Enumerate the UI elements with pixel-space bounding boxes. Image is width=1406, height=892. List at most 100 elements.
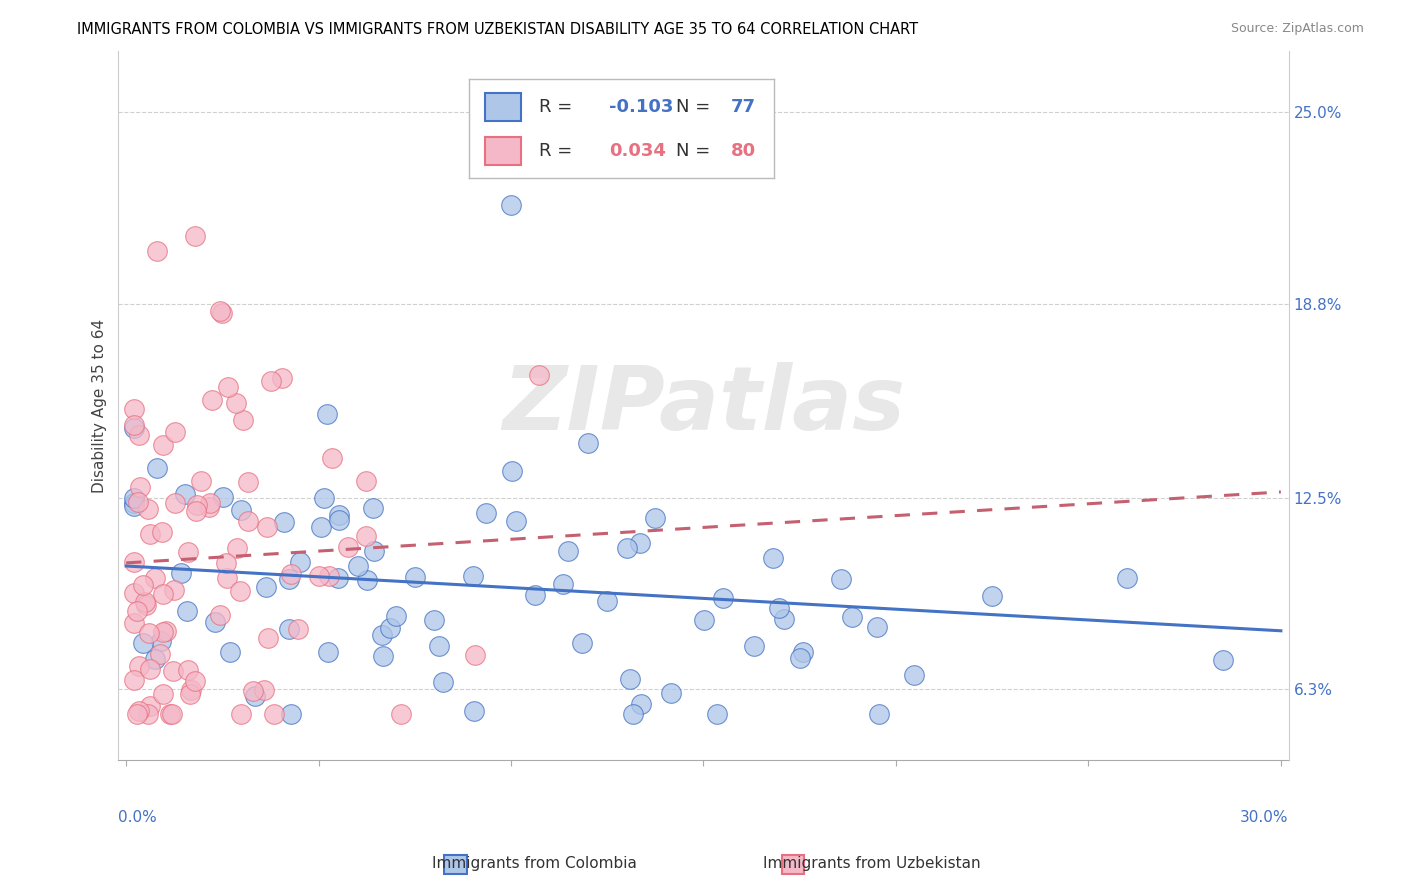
Point [841, 610, 863, 624]
Point [370, 628, 392, 642]
Point [231, 503, 253, 517]
Point [271, 371, 294, 385]
Point [183, 673, 205, 688]
Point [630, 697, 652, 711]
Point [122, 499, 145, 513]
Point [136, 707, 159, 722]
Point [361, 501, 384, 516]
Point [236, 475, 259, 489]
Point [150, 524, 173, 539]
Point [150, 634, 173, 648]
Point [122, 586, 145, 600]
Point [146, 460, 169, 475]
Point [138, 698, 160, 713]
Point [129, 480, 152, 494]
Point [225, 396, 247, 410]
Point [761, 550, 783, 565]
Point [128, 704, 150, 718]
Point [143, 571, 166, 585]
Point [155, 624, 177, 638]
Point [1115, 571, 1137, 585]
Text: Source: ZipAtlas.com: Source: ZipAtlas.com [1230, 22, 1364, 36]
Y-axis label: Disability Age 35 to 64: Disability Age 35 to 64 [93, 318, 107, 492]
Point [180, 683, 202, 698]
Point [346, 558, 368, 573]
Point [773, 612, 796, 626]
Point [198, 500, 221, 514]
Point [201, 392, 224, 407]
Point [321, 450, 343, 465]
Text: ZIPatlas: ZIPatlas [502, 362, 905, 449]
Point [278, 623, 301, 637]
Point [122, 421, 145, 435]
Point [124, 491, 146, 506]
Point [242, 684, 264, 698]
Point [204, 615, 226, 629]
Point [132, 636, 155, 650]
Point [159, 707, 181, 722]
Point [132, 578, 155, 592]
Point [557, 544, 579, 558]
Point [149, 647, 172, 661]
Point [152, 438, 174, 452]
Point [229, 584, 252, 599]
Point [706, 707, 728, 722]
Point [866, 620, 889, 634]
Point [384, 609, 406, 624]
Point [134, 595, 156, 609]
Point [186, 504, 208, 518]
Point [502, 464, 524, 478]
Point [254, 580, 277, 594]
Point [742, 639, 765, 653]
Point [217, 380, 239, 394]
Text: 0.0%: 0.0% [118, 810, 157, 825]
Point [122, 615, 145, 630]
Point [225, 541, 247, 555]
Point [644, 510, 666, 524]
Point [373, 649, 395, 664]
Point [869, 707, 891, 722]
Point [209, 304, 232, 318]
Point [404, 570, 426, 584]
Point [163, 425, 186, 440]
Point [278, 572, 301, 586]
Point [628, 535, 651, 549]
Point [314, 491, 336, 505]
Point [152, 587, 174, 601]
Point [692, 613, 714, 627]
Point [229, 707, 252, 722]
Point [475, 506, 498, 520]
Point [354, 474, 377, 488]
Point [146, 244, 169, 259]
Point [177, 545, 200, 559]
Point [219, 645, 242, 659]
Point [1212, 652, 1234, 666]
Point [214, 556, 236, 570]
Point [152, 687, 174, 701]
Point [200, 495, 222, 509]
Point [621, 707, 644, 722]
Point [659, 686, 682, 700]
Point [122, 496, 145, 510]
Point [337, 540, 360, 554]
Point [127, 495, 149, 509]
Point [209, 607, 232, 622]
Point [792, 645, 814, 659]
Point [527, 368, 550, 383]
Point [128, 659, 150, 673]
Point [143, 652, 166, 666]
Point [152, 625, 174, 640]
Point [378, 621, 401, 635]
Point [280, 707, 302, 722]
Point [177, 663, 200, 677]
Point [122, 401, 145, 416]
Point [287, 622, 309, 636]
Point [309, 520, 332, 534]
Point [125, 707, 148, 722]
Point [245, 689, 267, 703]
Point [186, 498, 208, 512]
Point [571, 636, 593, 650]
Point [176, 604, 198, 618]
Point [356, 573, 378, 587]
Point [125, 604, 148, 618]
